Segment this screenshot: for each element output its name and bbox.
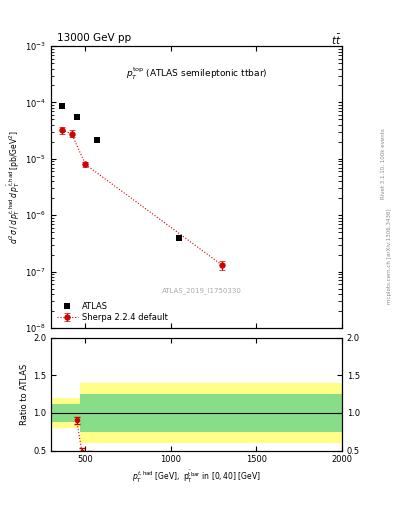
Text: 13000 GeV pp: 13000 GeV pp xyxy=(57,33,131,44)
X-axis label: $p_T^{t,\rm had}\ [\rm GeV],\ p_T^{\bar{t}{\rm bar}}\ \rm in\ [0,40]\ [GeV]$: $p_T^{t,\rm had}\ [\rm GeV],\ p_T^{\bar{… xyxy=(132,468,261,485)
Text: $p_T^{\rm top}$ (ATLAS semileptonic ttbar): $p_T^{\rm top}$ (ATLAS semileptonic ttba… xyxy=(126,66,267,82)
Legend: ATLAS, Sherpa 2.2.4 default: ATLAS, Sherpa 2.2.4 default xyxy=(55,300,169,324)
Text: Rivet 3.1.10, 100k events: Rivet 3.1.10, 100k events xyxy=(381,129,386,199)
Text: ATLAS_2019_I1750330: ATLAS_2019_I1750330 xyxy=(162,287,242,294)
ATLAS xyxy=(177,234,182,241)
Text: mcplots.cern.ch [arXiv:1306.3436]: mcplots.cern.ch [arXiv:1306.3436] xyxy=(387,208,391,304)
ATLAS xyxy=(74,114,79,120)
Text: $t\bar{t}$: $t\bar{t}$ xyxy=(331,33,341,48)
Y-axis label: Ratio to ATLAS: Ratio to ATLAS xyxy=(20,364,29,425)
Y-axis label: $d^2\sigma\,/\,d\,p_T^{t,\rm had}\,d\,p_T^{\bar{t},\rm had}$$\,[{\rm pb/GeV}^2]$: $d^2\sigma\,/\,d\,p_T^{t,\rm had}\,d\,p_… xyxy=(6,130,22,244)
ATLAS xyxy=(95,137,100,143)
Line: ATLAS: ATLAS xyxy=(59,103,183,241)
ATLAS xyxy=(60,103,64,110)
